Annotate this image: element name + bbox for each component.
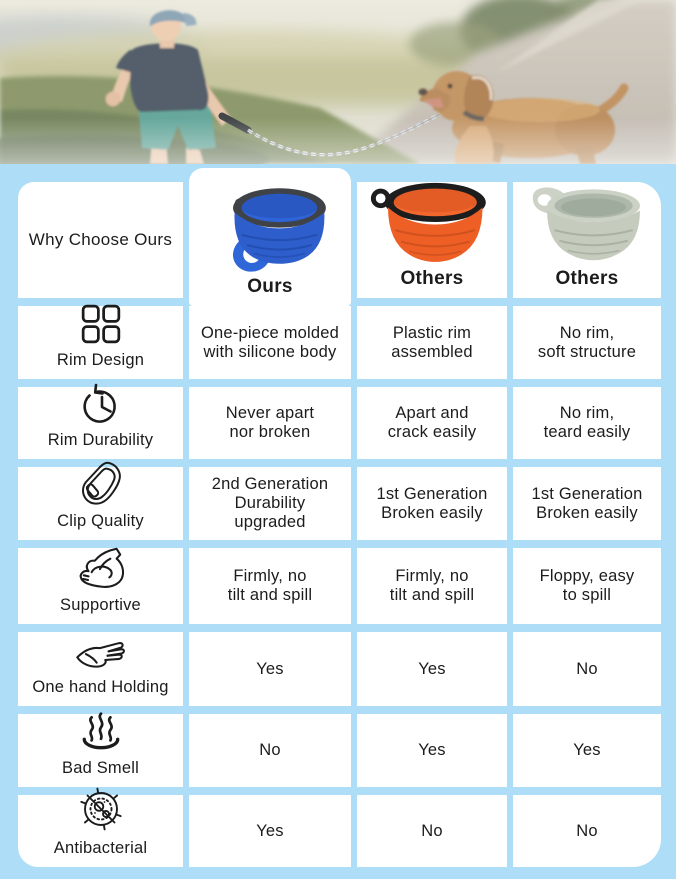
supportive-ours: Firmly, no tilt and spill (189, 548, 351, 624)
rim-durability-others1: Apart and crack easily (357, 387, 507, 459)
row-bad-smell-label-cell: Bad Smell (18, 711, 183, 787)
one-hand-holding-others1: Yes (357, 632, 507, 706)
one-hand-holding-others2: No (513, 632, 661, 706)
bad-smell-others2: Yes (513, 714, 661, 787)
supportive-others2: Floppy, easy to spill (513, 548, 661, 624)
header-others2-label: Others (555, 268, 619, 289)
rim-durability-others2: No rim, teard easily (513, 387, 661, 459)
rim-design-others2: No rim, soft structure (513, 306, 661, 379)
row-label: Clip Quality (57, 512, 144, 530)
comparison-table: Why Choose Ours Ours (18, 168, 661, 867)
row-label: Rim Design (56, 351, 145, 369)
bad-smell-ours: No (189, 714, 351, 787)
clip-quality-others2: 1st Generation Broken easily (513, 467, 661, 540)
header-others1-label: Others (400, 268, 464, 289)
antibacterial-others2: No (513, 795, 661, 867)
hero-photo-boy-walking-dog (0, 0, 676, 164)
clip-quality-others1: 1st Generation Broken easily (357, 467, 507, 540)
header-ours-label: Ours (247, 276, 293, 297)
one-hand-holding-ours: Yes (189, 632, 351, 706)
header-others2-cell: Others (513, 182, 661, 298)
carabiner-icon (77, 460, 125, 506)
row-antibacterial-label-cell: Antibacterial (18, 787, 183, 867)
header-question-cell: Why Choose Ours (18, 182, 183, 298)
rim-design-ours: One-piece molded with silicone body (189, 306, 351, 379)
clip-quality-ours: 2nd Generation Durability upgraded (189, 467, 351, 540)
row-clip-quality-label-cell: Clip Quality (18, 461, 183, 540)
antibacterial-others1: No (357, 795, 507, 867)
gray-bowl-image (518, 178, 656, 266)
orange-bowl-image (363, 178, 501, 266)
row-one-hand-holding-label-cell: One hand Holding (18, 632, 183, 706)
rim-durability-ours: Never apart nor broken (189, 387, 351, 459)
row-label: Bad Smell (61, 759, 139, 777)
supportive-others1: Firmly, no tilt and spill (357, 548, 507, 624)
road-edge (498, 0, 642, 72)
header-ours-cell: Ours (189, 168, 351, 306)
open-hand-icon (73, 634, 129, 672)
row-rim-design-label-cell: Rim Design (18, 303, 183, 379)
steam-smell-icon (78, 711, 124, 753)
header-others1-cell: Others (357, 182, 507, 298)
row-label: Antibacterial (53, 839, 148, 857)
header-question: Why Choose Ours (28, 230, 173, 249)
row-label: Supportive (60, 596, 141, 614)
row-label: One hand Holding (32, 678, 169, 696)
grid-2x2-icon (79, 303, 123, 345)
rim-design-others1: Plastic rim assembled (357, 306, 507, 379)
muscle-arm-icon (75, 544, 127, 590)
no-bacteria-icon (76, 785, 126, 833)
row-label: Rim Durability (47, 431, 154, 449)
blue-bowl-image (195, 178, 345, 274)
bad-smell-others1: Yes (357, 714, 507, 787)
history-clock-icon (78, 381, 124, 425)
antibacterial-ours: Yes (189, 795, 351, 867)
bottom-wash (0, 118, 676, 164)
row-supportive-label-cell: Supportive (18, 547, 183, 624)
row-rim-durability-label-cell: Rim Durability (18, 383, 183, 459)
